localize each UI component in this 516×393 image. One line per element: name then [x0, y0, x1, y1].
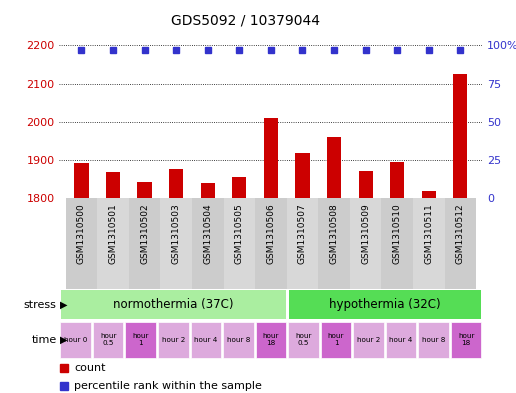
Bar [61, 290, 285, 319]
Bar [359, 171, 373, 198]
Text: GSM1310509: GSM1310509 [361, 203, 370, 264]
Bar [390, 162, 405, 198]
Bar [125, 322, 156, 358]
Text: stress: stress [24, 299, 57, 310]
Bar [422, 191, 436, 198]
Bar [255, 322, 286, 358]
Text: hour 0: hour 0 [64, 337, 87, 343]
Bar [192, 198, 223, 289]
Bar [66, 198, 97, 289]
Text: normothermia (37C): normothermia (37C) [113, 298, 234, 311]
Bar [451, 322, 481, 358]
Bar [289, 290, 481, 319]
Bar [169, 169, 183, 198]
Text: GSM1310508: GSM1310508 [330, 203, 338, 264]
Bar [223, 322, 254, 358]
Text: GSM1310503: GSM1310503 [172, 203, 181, 264]
Text: ▶: ▶ [60, 299, 68, 310]
Text: hypothermia (32C): hypothermia (32C) [329, 298, 441, 311]
Bar [418, 322, 449, 358]
Bar [74, 163, 89, 198]
Bar [60, 322, 91, 358]
Bar [318, 198, 350, 289]
Text: GSM1310507: GSM1310507 [298, 203, 307, 264]
Text: time: time [31, 335, 57, 345]
Text: hour
18: hour 18 [263, 333, 279, 347]
Text: hour
1: hour 1 [328, 333, 344, 347]
Bar [158, 322, 188, 358]
Bar [287, 198, 318, 289]
Bar [93, 322, 123, 358]
Text: ▶: ▶ [60, 335, 68, 345]
Bar [288, 322, 319, 358]
Text: hour
18: hour 18 [458, 333, 474, 347]
Bar [386, 322, 416, 358]
Text: percentile rank within the sample: percentile rank within the sample [74, 381, 262, 391]
Text: GSM1310501: GSM1310501 [108, 203, 118, 264]
Bar [190, 322, 221, 358]
Text: GSM1310512: GSM1310512 [456, 203, 465, 264]
Bar [255, 198, 287, 289]
Text: hour 8: hour 8 [422, 337, 445, 343]
Bar [264, 118, 278, 198]
Text: GSM1310506: GSM1310506 [266, 203, 276, 264]
Text: hour 4: hour 4 [390, 337, 413, 343]
Bar [350, 198, 381, 289]
Text: hour
0.5: hour 0.5 [295, 333, 312, 347]
Text: hour 2: hour 2 [357, 337, 380, 343]
Text: GSM1310510: GSM1310510 [393, 203, 401, 264]
Bar [97, 198, 129, 289]
Text: hour 8: hour 8 [227, 337, 250, 343]
Text: GSM1310505: GSM1310505 [235, 203, 244, 264]
Text: GSM1310500: GSM1310500 [77, 203, 86, 264]
Bar [327, 137, 341, 198]
Bar [137, 182, 152, 198]
Text: hour 2: hour 2 [162, 337, 185, 343]
Bar [201, 183, 215, 198]
Text: GSM1310511: GSM1310511 [424, 203, 433, 264]
Bar [295, 153, 310, 198]
Bar [321, 322, 351, 358]
Bar [381, 198, 413, 289]
Text: GSM1310502: GSM1310502 [140, 203, 149, 264]
Bar [160, 198, 192, 289]
Text: hour
0.5: hour 0.5 [100, 333, 117, 347]
Bar [106, 172, 120, 198]
Bar [223, 198, 255, 289]
Bar [129, 198, 160, 289]
Text: hour
1: hour 1 [133, 333, 149, 347]
Bar [445, 198, 476, 289]
Bar [453, 74, 467, 198]
Text: GSM1310504: GSM1310504 [203, 203, 212, 264]
Text: hour 4: hour 4 [194, 337, 217, 343]
Bar [353, 322, 384, 358]
Text: GDS5092 / 10379044: GDS5092 / 10379044 [171, 14, 319, 28]
Bar [232, 177, 247, 198]
Text: count: count [74, 363, 106, 373]
Bar [413, 198, 445, 289]
